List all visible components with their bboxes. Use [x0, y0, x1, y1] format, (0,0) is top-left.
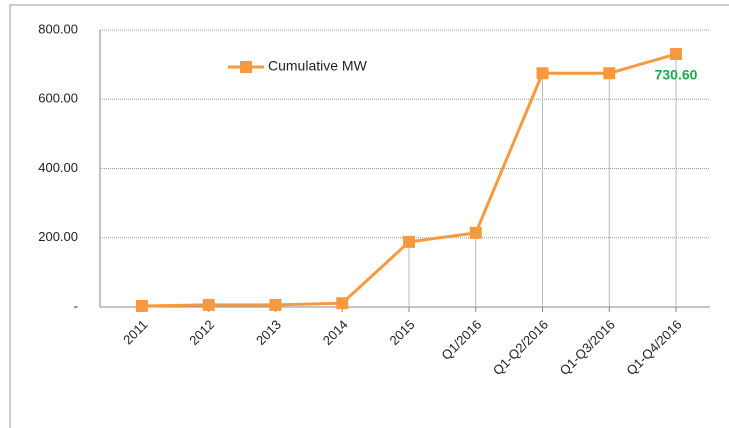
x-tick-group: 2013 [253, 317, 284, 348]
point-marker [469, 226, 482, 239]
legend-marker [240, 61, 252, 73]
point-marker [536, 67, 549, 80]
point-marker [603, 67, 616, 80]
x-tick-label: 2012 [186, 317, 217, 348]
point-marker [336, 297, 349, 310]
x-tick-label: Q1-Q3/2016 [557, 317, 618, 378]
y-tick-label: 600.00 [38, 91, 78, 106]
x-tick-group: Q1-Q4/2016 [623, 317, 684, 378]
legend-label: Cumulative MW [268, 58, 368, 74]
y-tick-label: 400.00 [38, 160, 78, 175]
point-marker [403, 235, 415, 248]
x-tick-group: 2012 [186, 317, 217, 348]
y-tick-label: 800.00 [38, 21, 78, 36]
x-tick-group: Q1-Q2/2016 [490, 317, 551, 378]
point-marker [269, 298, 282, 311]
x-tick-label: 2011 [120, 317, 150, 347]
y-tick-label: 200.00 [38, 229, 78, 244]
point-marker [202, 298, 215, 311]
x-tick-group: 2015 [386, 317, 417, 348]
x-tick-label: 2015 [386, 317, 417, 348]
x-tick-group: Q1/2016 [438, 317, 484, 363]
x-tick-group: 2014 [320, 317, 351, 348]
x-tick-group: 2011 [120, 317, 150, 347]
data-label: 730.60 [655, 67, 698, 83]
point-marker [135, 299, 148, 312]
x-tick-label: Q1-Q4/2016 [623, 317, 684, 378]
y-tick-label: - [74, 298, 78, 313]
x-tick-label: 2013 [253, 317, 284, 348]
frame [9, 4, 729, 428]
point-marker [670, 48, 683, 61]
x-tick-label: Q1-Q2/2016 [490, 317, 551, 378]
x-tick-label: Q1/2016 [438, 317, 484, 363]
x-tick-label: 2014 [320, 317, 351, 348]
x-tick-group: Q1-Q3/2016 [557, 317, 618, 378]
